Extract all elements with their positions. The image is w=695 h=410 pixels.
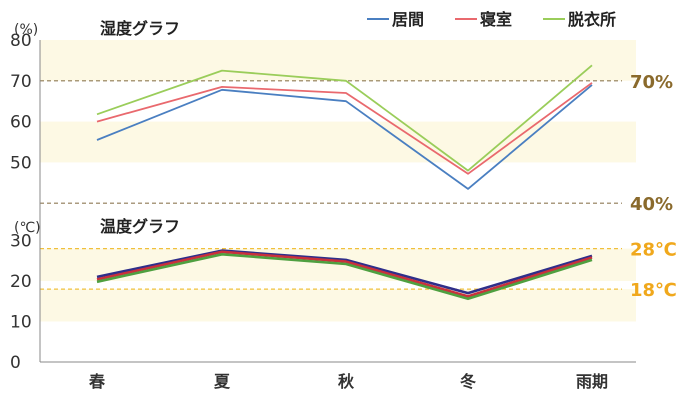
- humidity-title: 湿度グラフ: [99, 19, 180, 38]
- reference-label: 40%: [630, 194, 673, 215]
- x-tick-label: 春: [88, 372, 106, 391]
- axes: [39, 40, 636, 363]
- humidity-unit: (%): [14, 22, 38, 38]
- humidity-series-1: [96, 82, 593, 175]
- series-lines: [96, 64, 593, 301]
- reference-label: 70%: [630, 72, 673, 93]
- humidity-series-2: [96, 64, 593, 172]
- x-tick-label: 雨期: [576, 372, 608, 391]
- band-0: [40, 40, 636, 81]
- legend-label-bedroom: 寝室: [480, 10, 512, 29]
- y-tick-label: 70: [10, 72, 32, 92]
- temperature-unit: (℃): [14, 220, 41, 236]
- reference-label: 28℃: [630, 240, 677, 261]
- legend-label-living: 居間: [392, 10, 424, 29]
- tick-labels: 80 70 60 50 30 20 10 0 春 夏 秋 冬 雨期: [10, 31, 608, 391]
- legend: 居間 寝室 脱衣所: [367, 10, 616, 29]
- temperature-series-0: [96, 249, 593, 295]
- x-tick-label: 秋: [338, 372, 355, 391]
- legend-label-dressing-room: 脱衣所: [568, 10, 616, 29]
- y-tick-label: 10: [10, 313, 32, 333]
- band-3: [40, 289, 636, 322]
- temperature-series-2: [96, 253, 593, 301]
- reference-lines: 70% 40% 28℃ 18℃: [40, 72, 677, 301]
- axis-labels: (%) 湿度グラフ (℃) 温度グラフ: [14, 19, 180, 236]
- temperature-series-1: [96, 250, 593, 298]
- band-2: [40, 248, 636, 281]
- humidity-series-0: [96, 84, 593, 190]
- temperature-title: 温度グラフ: [99, 217, 180, 236]
- y-tick-label: 50: [10, 153, 32, 173]
- background-bands: [40, 40, 636, 322]
- band-1: [40, 121, 636, 163]
- y-tick-label: 60: [10, 113, 32, 133]
- x-tick-label: 冬: [460, 372, 476, 391]
- y-tick-label: 0: [10, 353, 21, 373]
- reference-label: 18℃: [630, 280, 677, 301]
- x-tick-label: 夏: [213, 372, 231, 391]
- y-tick-label: 20: [10, 272, 32, 292]
- y-tick-label: 80: [10, 31, 32, 51]
- y-tick-label: 30: [10, 232, 32, 252]
